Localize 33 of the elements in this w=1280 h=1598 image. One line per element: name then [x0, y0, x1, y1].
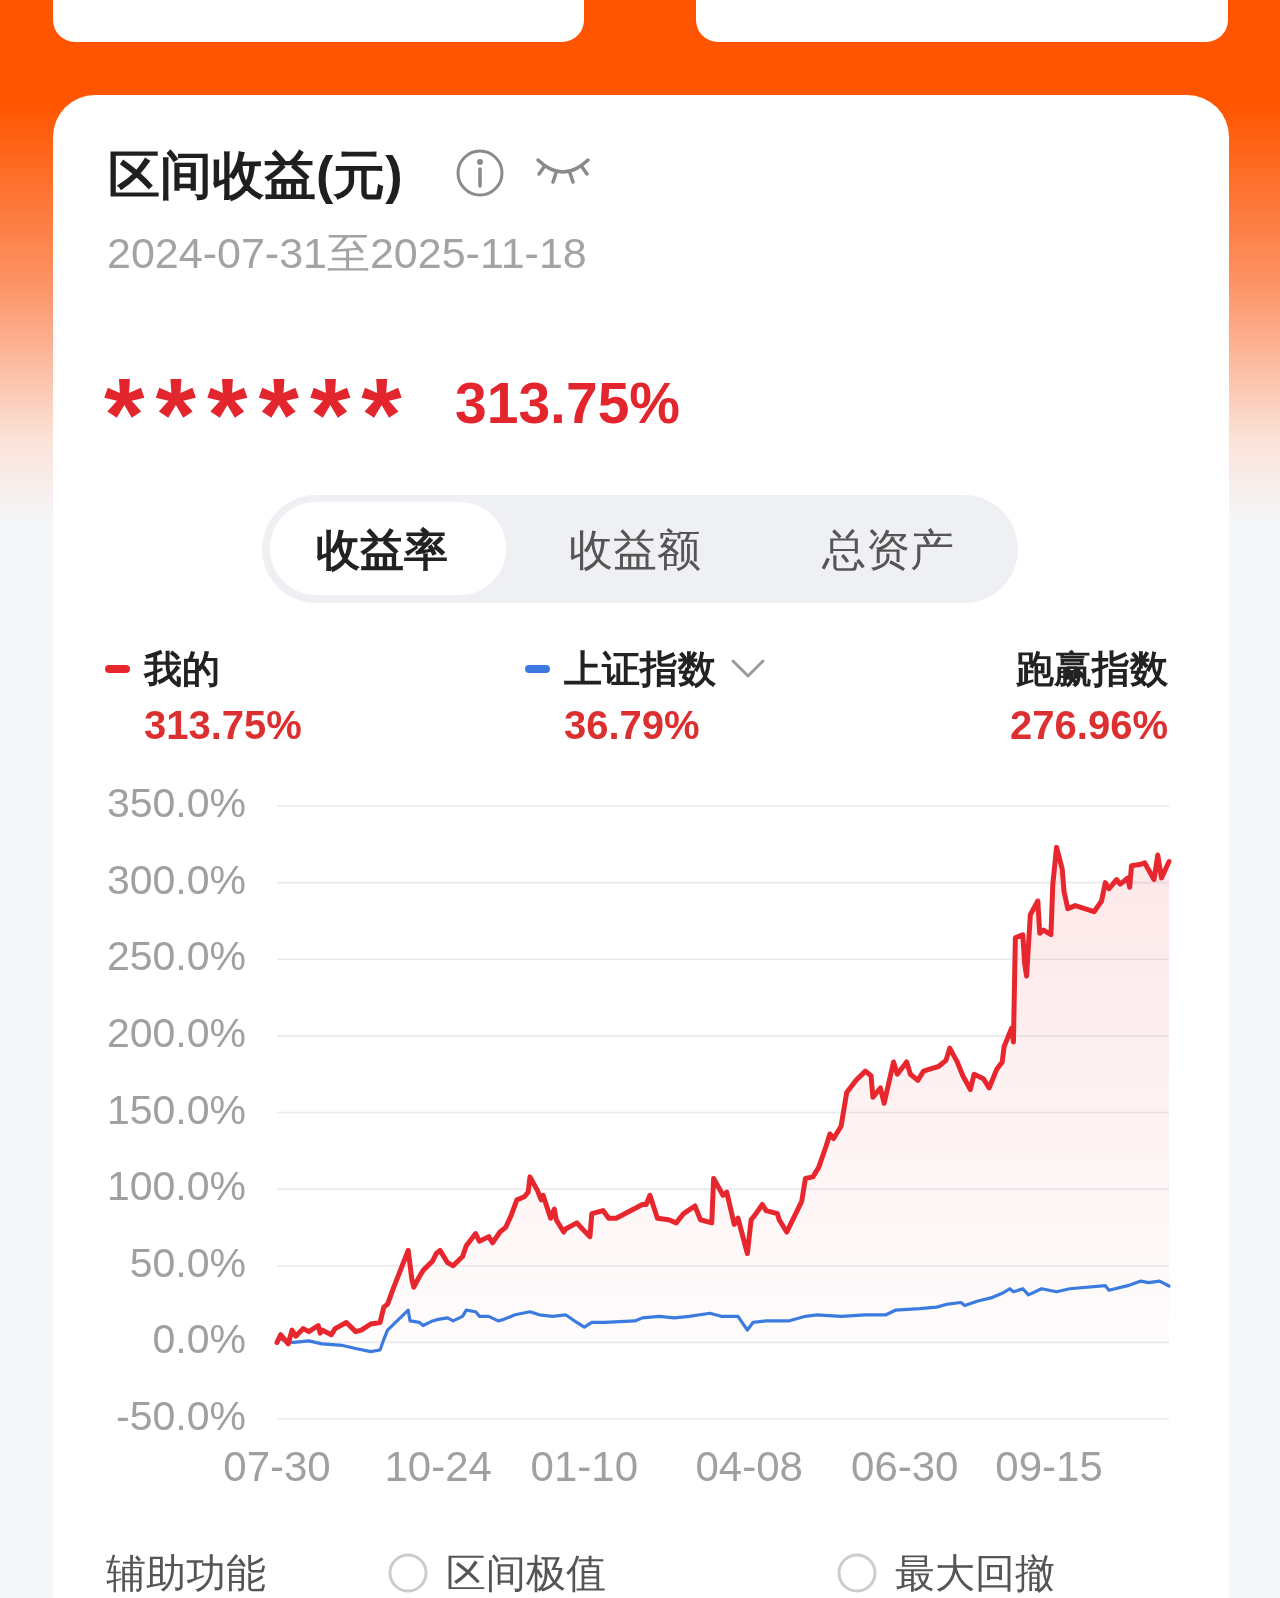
chart-subtitle: 2024-07-31至2025-11-18	[107, 229, 587, 277]
legend-label: 上证指数	[564, 648, 717, 690]
text: 36.79%	[564, 703, 700, 747]
y-tick-label: 350.0%	[106, 780, 246, 826]
text: 最大回撤	[895, 1551, 1055, 1595]
y-tick-label: 100.0%	[106, 1163, 246, 1210]
legend-label: 我的	[143, 648, 220, 690]
text: 总资产	[821, 524, 954, 574]
text: 313.75%	[455, 371, 681, 435]
x-tick-label: 04-08	[695, 1442, 803, 1490]
y-tick-label: -50.0%	[116, 1393, 246, 1439]
y-tick-label: 250.0%	[106, 933, 246, 980]
y-tick-label: 200.0%	[106, 1009, 246, 1056]
text: 313.75%	[144, 703, 302, 747]
x-tick-label: 09-15	[995, 1442, 1103, 1490]
x-tick-label: 01-10	[530, 1442, 639, 1490]
y-tick-label: 150.0%	[106, 1086, 246, 1133]
text: 跑赢指数	[1015, 648, 1169, 690]
text: 区间极值	[446, 1551, 606, 1595]
x-tick-label: 10-24	[384, 1442, 492, 1490]
x-tick-label: 07-30	[223, 1442, 331, 1490]
y-tick-label: 300.0%	[106, 856, 246, 903]
chart-title: 区间收益(元)	[108, 146, 403, 204]
y-tick-label: 0.0%	[152, 1316, 246, 1363]
text: 收益额	[569, 524, 701, 574]
legend-item: 我的	[105, 648, 220, 690]
legend-item: 上证指数	[525, 648, 716, 690]
text: 276.96%	[1010, 703, 1168, 747]
text: 收益率	[316, 524, 448, 574]
y-tick-label: 50.0%	[129, 1239, 246, 1286]
text: 辅助功能	[106, 1551, 266, 1595]
x-tick-label: 06-30	[851, 1442, 959, 1490]
text: ******	[104, 357, 413, 473]
